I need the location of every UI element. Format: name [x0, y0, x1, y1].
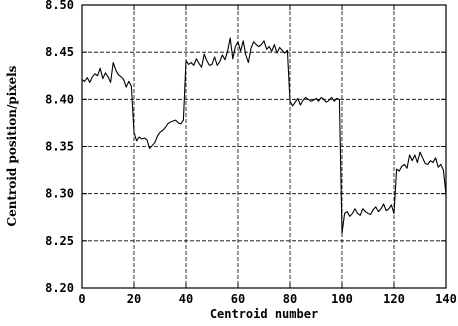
- x-tick-labels: 0 20 40 60 80 100 120 140: [78, 292, 456, 306]
- y-tick-labels: 8.20 8.25 8.30 8.35 8.40 8.45 8.50: [45, 0, 74, 295]
- y-tick-label: 8.45: [45, 45, 74, 59]
- y-tick-label: 8.20: [45, 281, 74, 295]
- y-tick-label: 8.30: [45, 187, 74, 201]
- grid-lines: [82, 5, 446, 288]
- plot-frame: [81, 4, 447, 289]
- x-tick-label: 20: [127, 292, 141, 306]
- x-tick-label: 60: [231, 292, 245, 306]
- x-tick-label: 80: [283, 292, 297, 306]
- series-line: [81, 37, 447, 234]
- x-tick-label: 120: [383, 292, 405, 306]
- x-tick-label: 0: [78, 292, 85, 306]
- y-tick-label: 8.50: [45, 0, 74, 12]
- y-axis-title: Centroid position/pixels: [5, 65, 19, 226]
- y-tick-label: 8.35: [45, 140, 74, 154]
- x-tick-label: 100: [331, 292, 353, 306]
- y-tick-label: 8.40: [45, 92, 74, 106]
- y-tick-label: 8.25: [45, 234, 74, 248]
- x-axis-title: Centroid number: [210, 307, 318, 321]
- x-tick-label: 140: [435, 292, 457, 306]
- x-tick-label: 40: [179, 292, 193, 306]
